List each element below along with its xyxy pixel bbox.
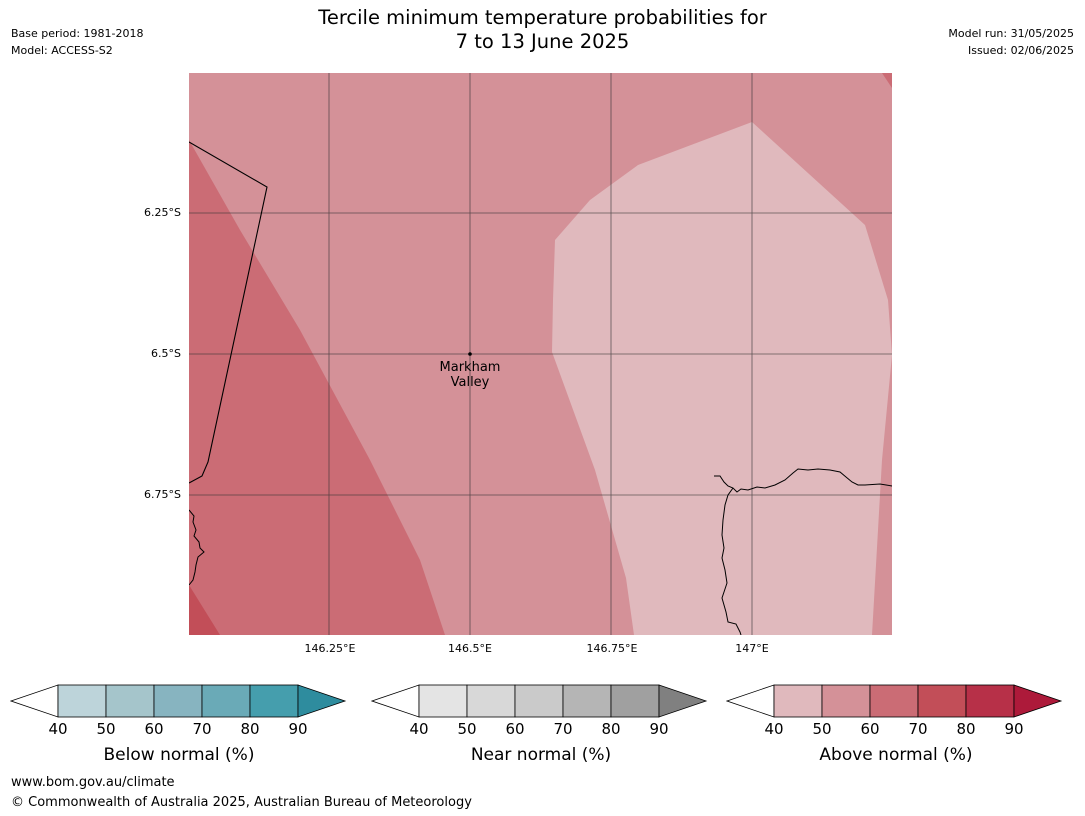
colorbar-segment	[869, 684, 919, 718]
colorbar-tick-label: 90	[1004, 720, 1024, 738]
model-text: Model: ACCESS-S2	[11, 44, 113, 57]
colorbar-segment	[249, 684, 299, 718]
colorbar-segment	[105, 684, 155, 718]
colorbar-max-extension	[658, 684, 708, 718]
lon-label-147: 147°E	[735, 642, 769, 655]
lat-label-6-5: 6.5°S	[151, 347, 181, 360]
title-line-1: Tercile minimum temperature probabilitie…	[318, 6, 767, 29]
footer-copyright: © Commonwealth of Australia 2025, Austra…	[11, 795, 472, 810]
region-above-60-70-west	[189, 140, 445, 635]
base-period-text: Base period: 1981-2018	[11, 27, 144, 40]
south-coastline	[721, 487, 742, 635]
region-above-70-80-corner	[189, 585, 220, 635]
region-above-70-80-top	[882, 73, 892, 88]
title-line-2: 7 to 13 June 2025	[455, 30, 630, 53]
colorbar-tick-label: 80	[601, 720, 621, 738]
lon-label-146-5: 146.5°E	[448, 642, 492, 655]
colorbar-min-extension	[726, 684, 775, 718]
colorbar-above-normal	[726, 684, 1066, 720]
colorbar-tick-label: 60	[144, 720, 164, 738]
west-coastline	[189, 509, 205, 586]
lat-label-6-25: 6.25°S	[144, 206, 181, 219]
colorbar-tick-label: 50	[457, 720, 477, 738]
colorbar-segment	[965, 684, 1015, 718]
colorbar-tick-label: 80	[956, 720, 976, 738]
colorbar-tick-label: 70	[192, 720, 212, 738]
lon-label-146-25: 146.25°E	[304, 642, 356, 655]
issued-text: Issued: 02/06/2025	[967, 44, 1074, 57]
colorbar-segment	[773, 684, 823, 718]
province-border	[189, 141, 268, 484]
colorbar-tick-label: 80	[240, 720, 260, 738]
colorbar-segment	[821, 684, 871, 718]
place-label-line-1: Markham	[439, 360, 501, 375]
colorbar-min-extension	[10, 684, 59, 718]
colorbar-tick-label: 60	[860, 720, 880, 738]
colorbar-tick-label: 50	[812, 720, 832, 738]
colorbar-label-below: Below normal (%)	[103, 745, 255, 765]
colorbar-max-extension	[297, 684, 347, 718]
markham-valley-marker	[468, 352, 472, 356]
colorbar-segment	[153, 684, 203, 718]
footer-url: www.bom.gov.au/climate	[11, 775, 175, 790]
place-label-markham-valley: Markham Valley	[420, 360, 520, 390]
colorbar-tick-label: 90	[288, 720, 308, 738]
colorbar-above-graphic	[726, 684, 1063, 718]
colorbar-tick-label: 50	[96, 720, 116, 738]
colorbar-segment	[917, 684, 967, 718]
colorbar-segment	[610, 684, 660, 718]
colorbar-near-graphic	[371, 684, 708, 718]
colorbar-tick-label: 40	[48, 720, 68, 738]
metadata-left: Base period: 1981-2018 Model: ACCESS-S2	[11, 25, 143, 59]
map-title: Tercile minimum temperature probabilitie…	[0, 6, 1085, 54]
colorbar-min-extension	[371, 684, 420, 718]
colorbar-max-extension	[1013, 684, 1063, 718]
colorbar-near-normal	[371, 684, 711, 720]
huon-gulf-coastline	[714, 468, 892, 493]
colorbar-tick-label: 70	[553, 720, 573, 738]
colorbar-below-normal	[10, 684, 350, 720]
colorbar-segment	[57, 684, 107, 718]
colorbar-segment	[418, 684, 468, 718]
colorbar-tick-label: 90	[649, 720, 669, 738]
colorbar-segment	[562, 684, 612, 718]
colorbar-segment	[466, 684, 516, 718]
colorbar-segment	[514, 684, 564, 718]
colorbar-label-above: Above normal (%)	[819, 745, 973, 765]
colorbar-tick-label: 40	[764, 720, 784, 738]
colorbar-label-near: Near normal (%)	[470, 745, 612, 765]
lon-label-146-75: 146.75°E	[586, 642, 638, 655]
colorbar-tick-label: 40	[409, 720, 429, 738]
colorbar-below-graphic	[10, 684, 347, 718]
place-label-line-2: Valley	[450, 375, 490, 390]
colorbar-segment	[201, 684, 251, 718]
lat-label-6-75: 6.75°S	[144, 488, 181, 501]
metadata-right: Model run: 31/05/2025 Issued: 02/06/2025	[948, 25, 1074, 59]
region-above-40-50-east	[552, 122, 892, 635]
model-run-text: Model run: 31/05/2025	[948, 27, 1074, 40]
colorbar-tick-label: 60	[505, 720, 525, 738]
colorbar-tick-label: 70	[908, 720, 928, 738]
